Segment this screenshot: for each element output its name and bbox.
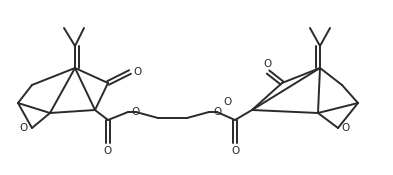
Text: O: O [224,97,232,107]
Text: O: O [20,123,28,133]
Text: O: O [342,123,350,133]
Text: O: O [231,146,239,156]
Text: O: O [133,67,141,77]
Text: O: O [264,59,272,69]
Text: O: O [132,107,140,117]
Text: O: O [104,146,112,156]
Text: O: O [213,107,221,117]
